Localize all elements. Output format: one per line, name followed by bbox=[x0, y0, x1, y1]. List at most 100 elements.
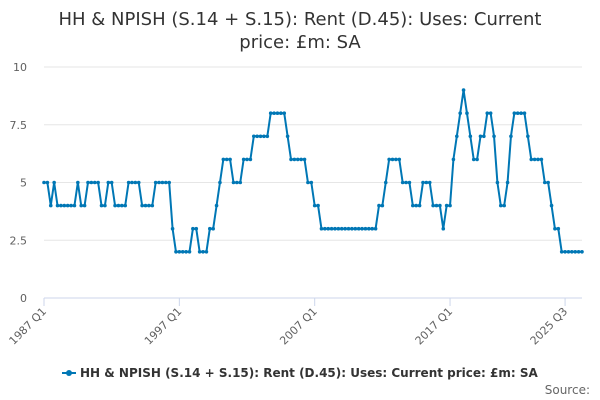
data-point[interactable] bbox=[89, 180, 94, 185]
data-point[interactable] bbox=[48, 203, 53, 208]
data-point[interactable] bbox=[343, 226, 347, 231]
data-point[interactable] bbox=[407, 180, 412, 185]
data-point[interactable] bbox=[492, 134, 496, 139]
data-point[interactable] bbox=[532, 157, 537, 162]
data-point[interactable] bbox=[279, 111, 283, 115]
data-point[interactable] bbox=[76, 180, 80, 185]
data-point[interactable] bbox=[417, 203, 422, 208]
data-point[interactable] bbox=[79, 203, 84, 208]
data-point[interactable] bbox=[316, 203, 320, 208]
data-point[interactable] bbox=[373, 226, 378, 231]
data-point[interactable] bbox=[387, 157, 391, 162]
data-point[interactable] bbox=[55, 203, 60, 208]
data-point[interactable] bbox=[177, 250, 182, 254]
data-point[interactable] bbox=[509, 134, 513, 139]
data-point[interactable] bbox=[140, 203, 144, 208]
data-point[interactable] bbox=[201, 250, 205, 254]
data-point[interactable] bbox=[573, 250, 578, 254]
data-point[interactable] bbox=[363, 226, 368, 231]
data-point[interactable] bbox=[262, 134, 266, 139]
data-point[interactable] bbox=[184, 250, 188, 254]
data-point[interactable] bbox=[251, 134, 256, 139]
data-point[interactable] bbox=[153, 180, 158, 185]
data-point[interactable] bbox=[444, 203, 449, 208]
data-point[interactable] bbox=[82, 203, 87, 208]
data-point[interactable] bbox=[411, 203, 415, 208]
data-point[interactable] bbox=[143, 203, 148, 208]
data-point[interactable] bbox=[208, 226, 212, 231]
data-point[interactable] bbox=[133, 180, 138, 185]
data-point[interactable] bbox=[241, 157, 246, 162]
data-point[interactable] bbox=[421, 180, 425, 185]
data-point[interactable] bbox=[505, 180, 510, 185]
data-point[interactable] bbox=[400, 180, 405, 185]
data-point[interactable] bbox=[346, 226, 351, 231]
data-point[interactable] bbox=[255, 134, 259, 139]
data-point[interactable] bbox=[65, 203, 70, 208]
data-point[interactable] bbox=[258, 134, 263, 139]
data-point[interactable] bbox=[427, 180, 432, 185]
data-point[interactable] bbox=[549, 203, 554, 208]
data-point[interactable] bbox=[566, 250, 571, 254]
data-point[interactable] bbox=[285, 134, 290, 139]
data-point[interactable] bbox=[72, 203, 77, 208]
data-point[interactable] bbox=[498, 203, 503, 208]
data-point[interactable] bbox=[295, 157, 300, 162]
data-point[interactable] bbox=[197, 250, 202, 254]
data-point[interactable] bbox=[559, 250, 564, 254]
data-point[interactable] bbox=[336, 226, 341, 231]
data-point[interactable] bbox=[576, 250, 581, 254]
data-point[interactable] bbox=[299, 157, 303, 162]
data-point[interactable] bbox=[245, 157, 249, 162]
data-point[interactable] bbox=[52, 180, 56, 185]
data-point[interactable] bbox=[312, 203, 317, 208]
data-point[interactable] bbox=[390, 157, 395, 162]
data-point[interactable] bbox=[282, 111, 287, 115]
data-point[interactable] bbox=[191, 226, 195, 231]
data-point[interactable] bbox=[414, 203, 419, 208]
data-point[interactable] bbox=[563, 250, 567, 254]
data-point[interactable] bbox=[265, 134, 270, 139]
data-point[interactable] bbox=[99, 203, 104, 208]
data-point[interactable] bbox=[211, 226, 215, 231]
data-point[interactable] bbox=[59, 203, 63, 208]
data-point[interactable] bbox=[515, 111, 520, 115]
data-point[interactable] bbox=[488, 111, 493, 115]
data-point[interactable] bbox=[448, 203, 452, 208]
data-point[interactable] bbox=[275, 111, 280, 115]
data-point[interactable] bbox=[471, 157, 476, 162]
data-point[interactable] bbox=[526, 134, 530, 139]
data-point[interactable] bbox=[546, 180, 550, 185]
data-point[interactable] bbox=[431, 203, 435, 208]
data-point[interactable] bbox=[62, 203, 67, 208]
data-point[interactable] bbox=[529, 157, 534, 162]
data-point[interactable] bbox=[461, 88, 466, 92]
data-point[interactable] bbox=[123, 203, 128, 208]
data-point[interactable] bbox=[130, 180, 134, 185]
data-point[interactable] bbox=[339, 226, 344, 231]
data-point[interactable] bbox=[194, 226, 199, 231]
data-point[interactable] bbox=[380, 203, 385, 208]
data-point[interactable] bbox=[164, 180, 168, 185]
data-point[interactable] bbox=[228, 157, 232, 162]
data-point[interactable] bbox=[397, 157, 402, 162]
data-point[interactable] bbox=[235, 180, 239, 185]
data-point[interactable] bbox=[157, 180, 161, 185]
data-point[interactable] bbox=[109, 180, 114, 185]
data-point[interactable] bbox=[394, 157, 398, 162]
data-point[interactable] bbox=[329, 226, 334, 231]
data-point[interactable] bbox=[495, 180, 500, 185]
data-point[interactable] bbox=[103, 203, 107, 208]
data-point[interactable] bbox=[353, 226, 358, 231]
data-point[interactable] bbox=[86, 180, 90, 185]
data-point[interactable] bbox=[45, 180, 50, 185]
data-point[interactable] bbox=[319, 226, 324, 231]
data-point[interactable] bbox=[519, 111, 523, 115]
data-point[interactable] bbox=[350, 226, 354, 231]
data-point[interactable] bbox=[333, 226, 337, 231]
data-point[interactable] bbox=[468, 134, 473, 139]
data-point[interactable] bbox=[458, 111, 462, 115]
data-point[interactable] bbox=[238, 180, 243, 185]
data-point[interactable] bbox=[404, 180, 408, 185]
data-point[interactable] bbox=[441, 226, 446, 231]
